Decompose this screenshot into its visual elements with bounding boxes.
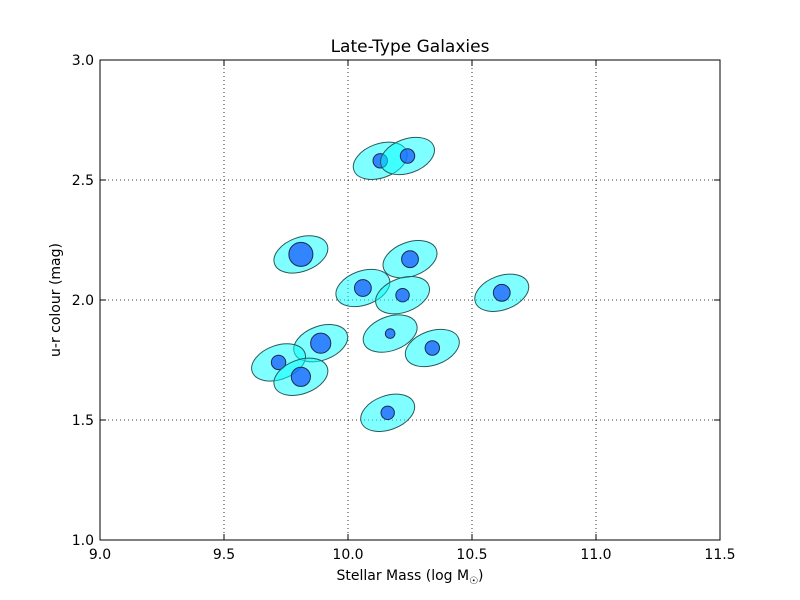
y-tick-label: 2.5 bbox=[72, 173, 94, 189]
x-tick-label: 10.5 bbox=[456, 547, 487, 563]
x-axis-label: Stellar Mass (log M☉) bbox=[336, 568, 483, 587]
chart-title: Late-Type Galaxies bbox=[331, 37, 490, 57]
y-axis-label: u-r colour (mag) bbox=[48, 243, 64, 357]
galaxy-point bbox=[273, 235, 329, 274]
data-point-marker bbox=[401, 250, 419, 269]
y-tick-label: 1.5 bbox=[72, 413, 94, 429]
x-axis-label-main: Stellar Mass (log M bbox=[336, 568, 469, 584]
galaxy-point bbox=[474, 273, 530, 312]
data-point-marker bbox=[288, 241, 314, 267]
galaxy-point bbox=[380, 136, 435, 176]
x-tick-label: 9.0 bbox=[89, 547, 111, 563]
galaxy-point bbox=[375, 276, 431, 315]
y-tick-label: 1.0 bbox=[72, 533, 94, 549]
data-point-marker bbox=[399, 148, 416, 164]
data-point-marker bbox=[384, 328, 396, 339]
data-point-marker bbox=[492, 283, 511, 302]
x-tick-label: 9.5 bbox=[213, 547, 235, 563]
x-tick-label: 11.0 bbox=[580, 547, 611, 563]
x-axis-label-close: ) bbox=[478, 568, 483, 584]
data-points bbox=[251, 136, 530, 432]
data-point-marker bbox=[395, 287, 410, 303]
data-point-marker bbox=[270, 354, 287, 371]
galaxy-point bbox=[273, 357, 329, 396]
x-axis-label-sub: ☉ bbox=[469, 576, 478, 587]
x-tick-label: 11.5 bbox=[704, 547, 735, 563]
x-tick-label: 10.0 bbox=[332, 547, 363, 563]
data-point-marker bbox=[290, 366, 311, 387]
data-point-marker bbox=[353, 279, 372, 297]
galaxy-point bbox=[293, 324, 349, 363]
y-tick-label: 3.0 bbox=[72, 53, 94, 69]
galaxy-point bbox=[404, 328, 460, 368]
grid bbox=[100, 60, 720, 540]
galaxy-point bbox=[360, 393, 416, 432]
data-point-marker bbox=[424, 340, 441, 356]
ticks: 9.0 9.5 10.0 10.5 11.0 11.5 1.0 1.5 2.0 2.5 3.0 bbox=[72, 53, 736, 563]
data-point-marker bbox=[310, 332, 332, 354]
galaxy-point bbox=[382, 240, 438, 279]
data-point-marker bbox=[380, 405, 395, 421]
galaxy-point bbox=[362, 314, 418, 353]
y-tick-label: 2.0 bbox=[72, 293, 94, 309]
